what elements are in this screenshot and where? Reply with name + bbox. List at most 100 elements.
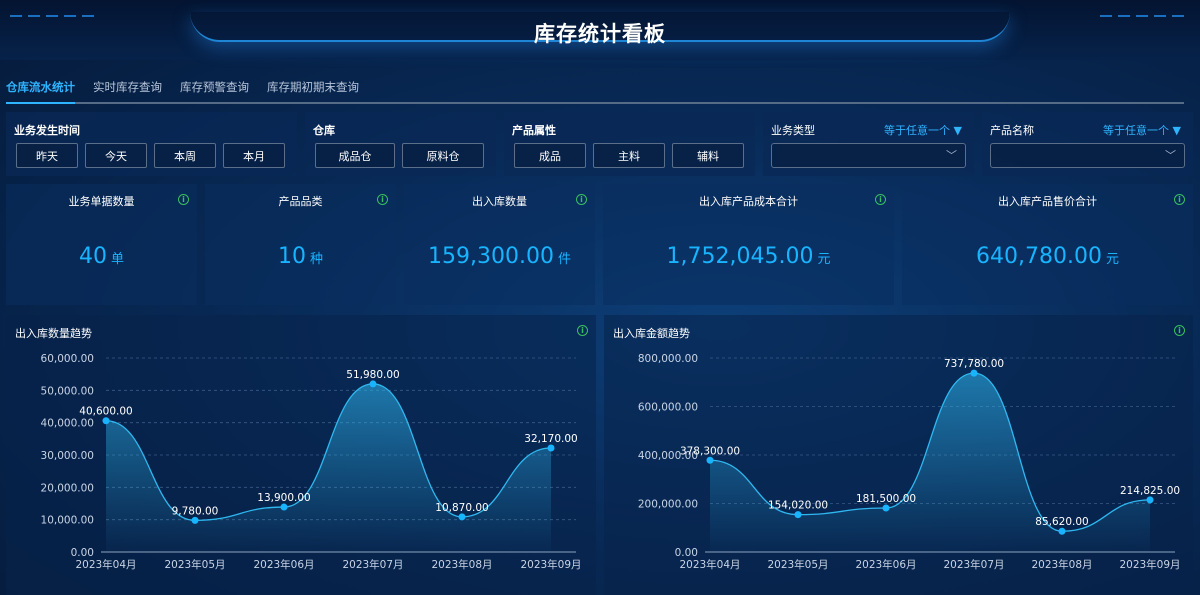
y-tick-label: 0.00 bbox=[675, 547, 698, 559]
series-line bbox=[105, 383, 552, 522]
biz-type-select[interactable]: ﹀ bbox=[771, 143, 966, 168]
filter-label: 业务发生时间 bbox=[14, 124, 80, 137]
filter-warehouse: 仓库 成品仓 原料仓 bbox=[305, 112, 496, 176]
data-label: 32,170.00 bbox=[524, 433, 577, 445]
chevron-down-icon: ﹀ bbox=[946, 149, 957, 162]
info-icon[interactable]: i bbox=[875, 194, 886, 205]
kpi-value: 10 bbox=[277, 244, 306, 269]
filter-label: 产品属性 bbox=[512, 124, 556, 137]
filter-time: 业务发生时间 昨天 今天 本周 本月 bbox=[6, 112, 297, 176]
data-point bbox=[1146, 496, 1154, 504]
data-label: 13,900.00 bbox=[257, 492, 310, 504]
today-button[interactable]: 今天 bbox=[85, 143, 147, 168]
x-tick-label: 2023年09月 bbox=[520, 558, 581, 571]
this-week-button[interactable]: 本周 bbox=[154, 143, 216, 168]
chart-svg: 0.00 10,000.00 20,000.00 30,000.00 40,000.00… bbox=[41, 353, 582, 571]
filter-label: 业务类型 bbox=[771, 124, 815, 137]
kpi-unit: 件 bbox=[557, 252, 571, 267]
y-tick-label: 20,000.00 bbox=[41, 482, 94, 494]
info-icon[interactable]: i bbox=[576, 194, 587, 205]
kpi-title: 业务单据数量 bbox=[68, 195, 135, 208]
yesterday-button[interactable]: 昨天 bbox=[16, 143, 78, 168]
tab-warehouse-flow[interactable]: 仓库流水统计 bbox=[6, 76, 75, 104]
operator-dropdown[interactable]: 等于任意一个 ▼ bbox=[1103, 124, 1181, 137]
data-label: 214,825.00 bbox=[1120, 485, 1180, 497]
amount-trend-chart: 0.00 200,000.00 400,000.00 600,000.00 800,00… bbox=[604, 315, 1193, 595]
x-tick-label: 2023年07月 bbox=[342, 558, 403, 571]
data-point bbox=[970, 369, 978, 377]
info-icon[interactable]: i bbox=[377, 194, 388, 205]
kpi-unit: 种 bbox=[309, 252, 323, 267]
kpi-unit: 元 bbox=[817, 252, 831, 267]
x-tick-label: 2023年09月 bbox=[1119, 558, 1180, 571]
y-tick-label: 30,000.00 bbox=[41, 450, 94, 462]
tab-realtime-stock[interactable]: 实时库存查询 bbox=[93, 80, 162, 94]
data-label: 737,780.00 bbox=[944, 358, 1004, 370]
operator-dropdown[interactable]: 等于任意一个 ▼ bbox=[884, 124, 962, 137]
kpi-value: 40 bbox=[78, 244, 107, 269]
x-tick-label: 2023年05月 bbox=[164, 558, 225, 571]
x-tick-label: 2023年06月 bbox=[855, 558, 916, 571]
x-tick-label: 2023年04月 bbox=[75, 558, 136, 571]
y-tick-label: 40,000.00 bbox=[41, 418, 94, 430]
finished-warehouse-button[interactable]: 成品仓 bbox=[315, 143, 395, 168]
kpi-card: 出入库产品售价合计 i 640,780.00 元 bbox=[902, 184, 1193, 305]
x-tick-label: 2023年04月 bbox=[679, 558, 740, 571]
y-tick-label: 50,000.00 bbox=[41, 385, 94, 397]
filter-biz-type: 业务类型 等于任意一个 ▼ ﹀ bbox=[763, 112, 974, 176]
data-point bbox=[280, 503, 288, 511]
data-label: 51,980.00 bbox=[346, 369, 399, 381]
data-label: 378,300.00 bbox=[680, 445, 740, 457]
kpi-title: 产品品类 bbox=[278, 195, 323, 208]
data-point bbox=[369, 380, 377, 388]
data-label: 154,020.00 bbox=[768, 500, 828, 512]
header: 库存统计看板 bbox=[0, 0, 1200, 60]
y-tick-label: 600,000.00 bbox=[638, 402, 698, 414]
aux-material-button[interactable]: 辅料 bbox=[672, 143, 744, 168]
quantity-trend-chart: 0.00 10,000.00 20,000.00 30,000.00 40,000.00… bbox=[6, 315, 596, 595]
kpi-card: 出入库产品成本合计 i 1,752,045.00 元 bbox=[603, 184, 894, 305]
finished-product-button[interactable]: 成品 bbox=[514, 143, 586, 168]
filter-product-name: 产品名称 等于任意一个 ▼ ﹀ bbox=[982, 112, 1193, 176]
header-decoration bbox=[10, 15, 100, 17]
chart-title: 出入库金额趋势 bbox=[613, 327, 690, 340]
y-tick-label: 0.00 bbox=[71, 547, 94, 559]
tab-period-stock[interactable]: 库存期初期末查询 bbox=[267, 80, 359, 94]
kpi-title: 出入库数量 bbox=[472, 195, 527, 208]
product-name-select[interactable]: ﹀ bbox=[990, 143, 1185, 168]
x-tick-label: 2023年08月 bbox=[1031, 558, 1092, 571]
kpi-title: 出入库产品售价合计 bbox=[998, 195, 1097, 208]
data-point bbox=[794, 511, 802, 519]
data-point bbox=[191, 516, 199, 524]
filter-label: 产品名称 bbox=[990, 124, 1034, 137]
filter-label: 仓库 bbox=[313, 124, 335, 137]
y-tick-label: 400,000.00 bbox=[638, 450, 698, 462]
info-icon[interactable]: i bbox=[577, 325, 588, 336]
info-icon[interactable]: i bbox=[178, 194, 189, 205]
info-icon[interactable]: i bbox=[1174, 194, 1185, 205]
y-tick-label: 800,000.00 bbox=[638, 353, 698, 365]
main-material-button[interactable]: 主料 bbox=[593, 143, 665, 168]
series-area bbox=[106, 383, 551, 552]
y-tick-label: 60,000.00 bbox=[41, 353, 94, 365]
chart-svg: 0.00 200,000.00 400,000.00 600,000.00 800,00… bbox=[638, 353, 1181, 571]
data-label: 9,780.00 bbox=[172, 505, 219, 517]
info-icon[interactable]: i bbox=[1174, 325, 1185, 336]
kpi-unit: 元 bbox=[1105, 252, 1119, 267]
chart-title: 出入库数量趋势 bbox=[15, 327, 92, 340]
data-point bbox=[547, 444, 555, 452]
data-label: 181,500.00 bbox=[856, 493, 916, 505]
data-point bbox=[458, 513, 466, 521]
raw-warehouse-button[interactable]: 原料仓 bbox=[402, 143, 484, 168]
this-month-button[interactable]: 本月 bbox=[223, 143, 285, 168]
tab-stock-warning[interactable]: 库存预警查询 bbox=[180, 80, 249, 94]
x-tick-label: 2023年05月 bbox=[767, 558, 828, 571]
chevron-down-icon: ﹀ bbox=[1165, 149, 1176, 162]
y-tick-label: 200,000.00 bbox=[638, 499, 698, 511]
data-point bbox=[706, 456, 714, 464]
kpi-value: 1,752,045.00 bbox=[666, 244, 814, 269]
kpi-card: 出入库数量 i 159,300.00 件 bbox=[404, 184, 595, 305]
kpi-unit: 单 bbox=[110, 252, 124, 267]
x-tick-label: 2023年08月 bbox=[431, 558, 492, 571]
kpi-card: 产品品类 i 10 种 bbox=[205, 184, 396, 305]
